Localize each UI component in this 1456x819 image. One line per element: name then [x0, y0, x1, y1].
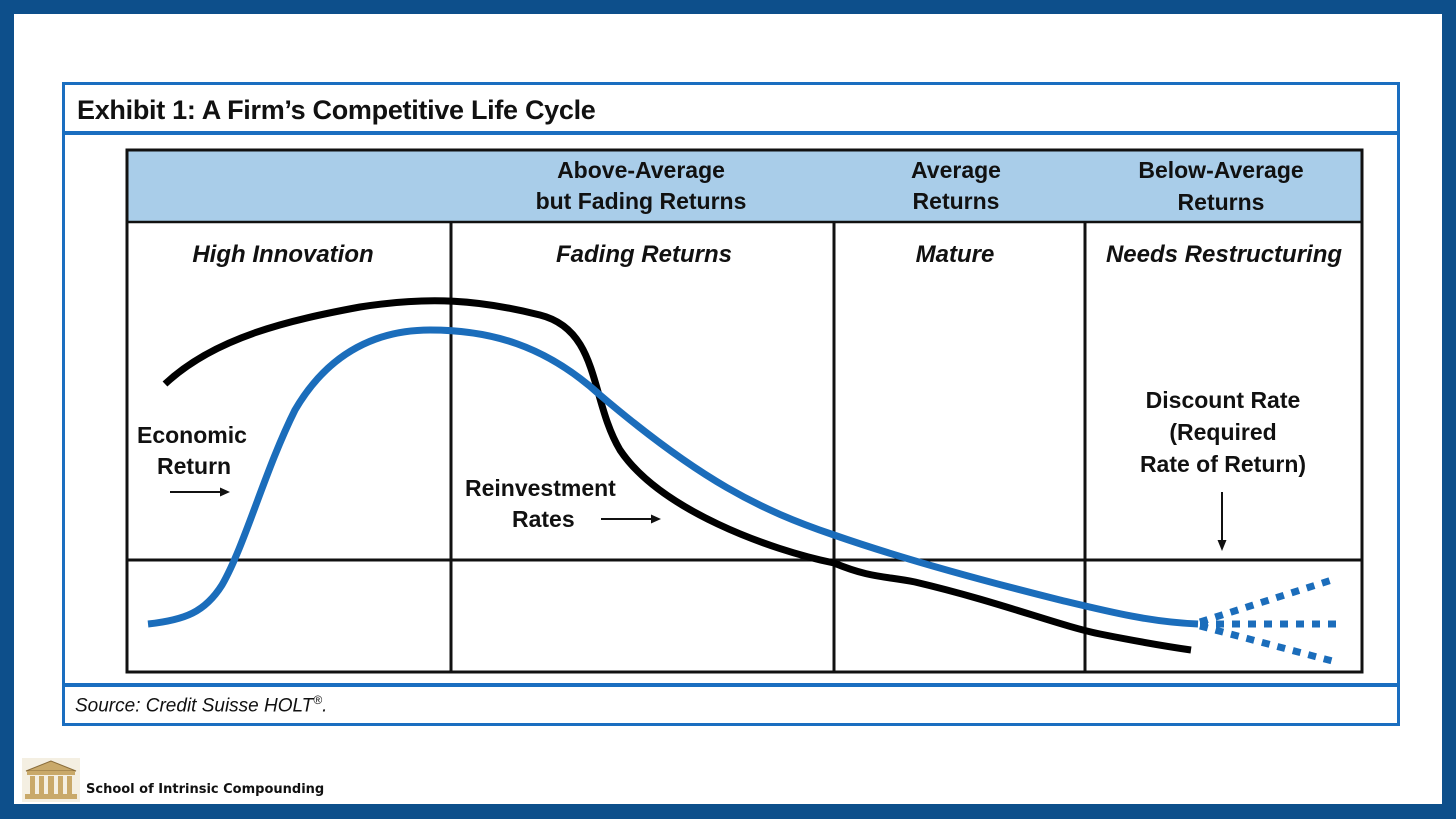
header-col2-line2: but Fading Returns: [536, 188, 747, 214]
projection-down-dotted: [1199, 622, 1337, 666]
projection-up-dotted: [1198, 575, 1337, 626]
reinvestment-rate-curve: [162, 297, 1192, 654]
stage-high-innovation: High Innovation: [192, 241, 373, 268]
exhibit-title-bar: Exhibit 1: A Firm’s Competitive Life Cyc…: [65, 85, 1397, 135]
exhibit-title: Exhibit 1: A Firm’s Competitive Life Cyc…: [77, 95, 596, 125]
building-icon: [22, 758, 80, 802]
source-text: Source: Credit Suisse HOLT: [75, 695, 314, 717]
registered-mark: ®: [313, 693, 323, 707]
economic-return-curve: [147, 326, 1199, 628]
header-col4-line1: Below-Average: [1138, 157, 1303, 183]
reinvestment-label-line2: Rates: [512, 506, 575, 532]
discount-rate-label-line3: Rate of Return): [1140, 451, 1306, 477]
header-col4-line2: Returns: [1178, 189, 1265, 215]
reinvestment-arrow-icon: [601, 514, 661, 524]
reinvestment-label-line1: Reinvestment: [465, 475, 616, 501]
header-col2-line1: Above-Average: [557, 157, 725, 183]
header-col3-line1: Average: [911, 157, 1001, 183]
economic-return-label-line2: Return: [157, 453, 231, 479]
source-bar: Source: Credit Suisse HOLT®.: [65, 683, 1397, 723]
source-note: Source: Credit Suisse HOLT®.: [75, 693, 327, 717]
source-suffix: .: [322, 695, 328, 717]
stage-fading-returns: Fading Returns: [556, 241, 732, 268]
economic-return-label-line1: Economic: [137, 422, 247, 448]
stage-mature: Mature: [916, 241, 995, 268]
stage-needs-restructuring: Needs Restructuring: [1106, 241, 1342, 268]
grid-border: [125, 148, 1364, 674]
header-col3-line2: Returns: [913, 188, 1000, 214]
footer-brand: School of Intrinsic Compounding: [22, 758, 324, 802]
discount-rate-label-line1: Discount Rate: [1146, 387, 1301, 413]
footer-brand-name: School of Intrinsic Compounding: [86, 781, 325, 797]
discount-rate-arrow-icon: [1217, 492, 1227, 551]
discount-rate-label-line2: (Required: [1169, 419, 1276, 445]
header-row-fill: [127, 150, 1362, 222]
economic-return-arrow-icon: [170, 487, 230, 497]
